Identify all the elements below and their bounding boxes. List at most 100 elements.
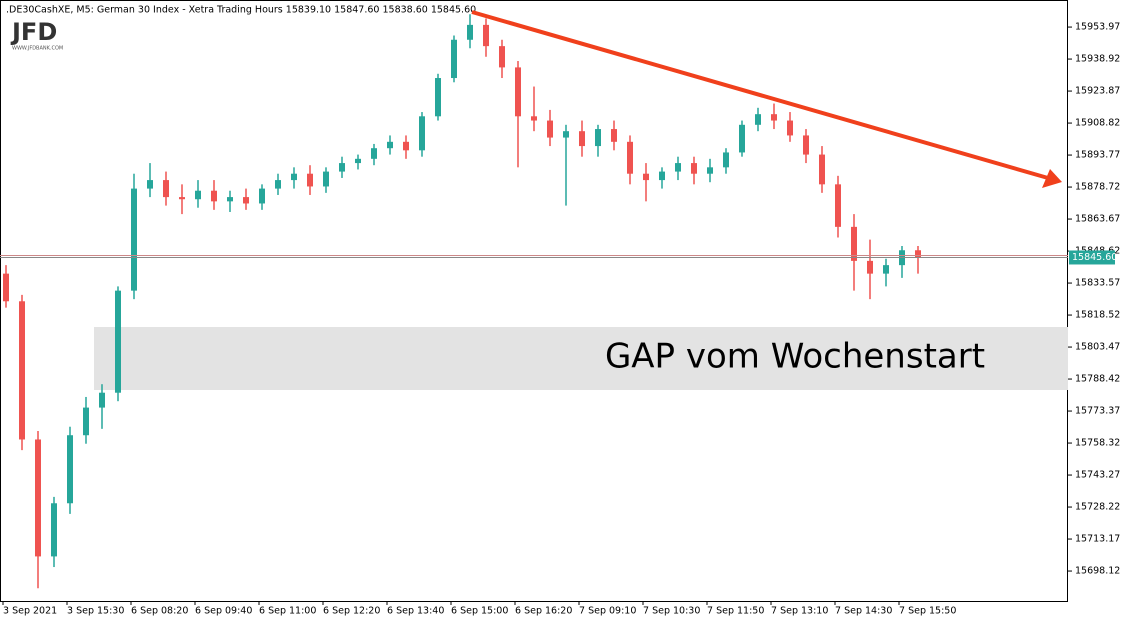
trend-arrow [471,10,1049,180]
y-tick-label: 15758.32 [1075,438,1120,449]
logo: JFD [10,18,57,46]
x-tick-label: 7 Sep 13:10 [771,606,828,617]
y-tick-label: 15923.87 [1075,86,1120,97]
candle-body [179,197,185,200]
candle-body [691,163,697,174]
x-tick-label: 6 Sep 09:40 [195,606,252,617]
logo-sub: WWW.JFDBANK.COM [12,46,63,52]
candle-body [915,250,921,258]
candle-body [627,141,633,174]
candle-body [323,171,329,187]
arrow-head [1042,169,1062,188]
candle-body [643,173,649,181]
x-tick-label: 6 Sep 08:20 [131,606,188,617]
y-tick-label: 15743.27 [1075,470,1120,481]
x-tick-label: 6 Sep 11:00 [259,606,316,617]
x-tick-label: 7 Sep 15:50 [899,606,956,617]
x-tick-label: 7 Sep 10:30 [643,606,700,617]
x-tick-label: 6 Sep 12:20 [323,606,380,617]
candle-body [243,197,249,204]
candle-body [35,439,41,557]
candle-body [835,184,841,227]
x-tick-label: 6 Sep 16:20 [515,606,572,617]
candle-body [67,435,73,504]
candle-body [419,116,425,151]
candle-body [515,67,521,117]
gap-label: GAP vom Wochenstart [605,337,985,377]
candle-body [547,120,553,138]
candle-body [435,78,441,117]
y-tick-label: 15788.42 [1075,374,1120,385]
candle-body [291,173,297,181]
y-tick-label: 15728.22 [1075,502,1120,513]
y-tick-label: 15908.82 [1075,118,1120,129]
candle-body [467,24,473,40]
candle-body [483,24,489,47]
last-price-box [1069,250,1115,265]
y-tick-label: 15818.52 [1075,310,1120,321]
x-tick-label: 7 Sep 11:50 [707,606,764,617]
candle-body [211,190,217,202]
candle-body [3,273,9,302]
candle-body [371,148,377,159]
gap-zone [94,327,1068,390]
candle-body [131,188,137,291]
x-tick-label: 6 Sep 13:40 [387,606,444,617]
candle-body [595,129,601,147]
header: .DE30CashXE, M5: German 30 Index - Xetra… [6,5,476,16]
candle-body [195,190,201,200]
x-tick-label: 7 Sep 09:10 [579,606,636,617]
candle-body [355,158,361,164]
y-tick-label: 15863.67 [1075,214,1120,225]
candle-body [499,46,505,68]
candle-body [163,180,169,198]
candle-body [115,290,121,393]
candle-body [755,114,761,125]
candle-body [579,131,585,147]
candle-body [83,407,89,436]
candle-body [451,39,457,79]
last-price-label: 15845.60 [1072,252,1117,263]
candle-body [51,503,57,557]
x-tick-label: 3 Sep 15:30 [67,606,124,617]
x-tick-label: 6 Sep 15:00 [451,606,508,617]
candle-body [883,265,889,274]
candle-body [851,226,857,261]
y-tick-label: 15773.37 [1075,406,1120,417]
candle-body [147,180,153,189]
candle-body [739,124,745,153]
candle-body [803,135,809,155]
y-tick-label: 15698.12 [1075,566,1120,577]
candle-body [771,114,777,121]
candle-body [819,154,825,185]
candle-body [563,131,569,138]
candle-body [659,171,665,181]
y-tick-label: 15953.97 [1075,22,1120,33]
candle-body [675,163,681,172]
candle-body [259,188,265,204]
y-tick-label: 15833.57 [1075,278,1120,289]
y-tick-label: 15803.47 [1075,342,1120,353]
candle-body [867,260,873,274]
x-tick-label: 3 Sep 2021 [3,606,57,617]
candle-body [403,141,409,151]
candle-body [723,152,729,168]
candle-body [275,180,281,189]
y-tick-label: 15713.17 [1075,534,1120,545]
candle-body [531,116,537,121]
x-tick-label: 7 Sep 14:30 [835,606,892,617]
candle-body [19,301,25,440]
y-tick-label: 15938.92 [1075,54,1120,65]
y-tick-label: 15893.77 [1075,150,1120,161]
candle-body [99,392,105,408]
candle-body [611,129,617,142]
candle-body [339,163,345,172]
candle-body [307,173,313,187]
plot [3,14,921,589]
candle-body [707,167,713,174]
candle-body [387,141,393,149]
candle-body [227,197,233,202]
candle-body [787,120,793,136]
